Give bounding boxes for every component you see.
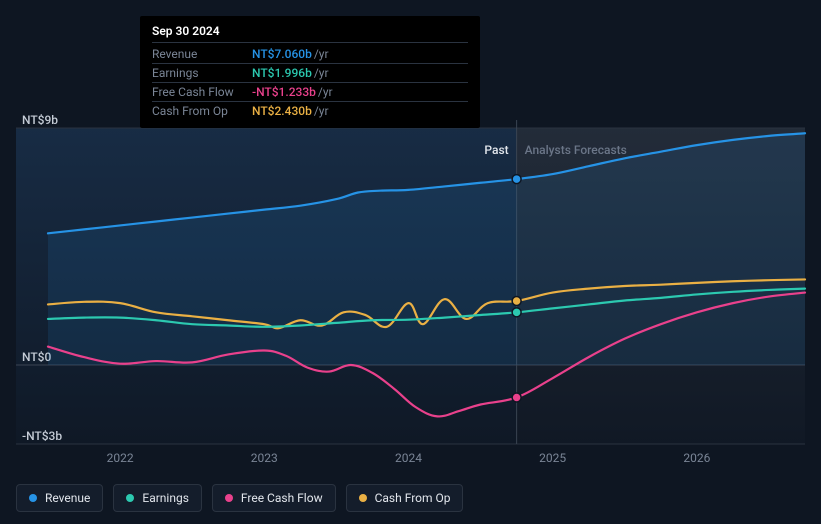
tooltip-label: Cash From Op	[152, 104, 252, 118]
tooltip-row-revenue: Revenue NT$7.060b /yr	[152, 45, 468, 64]
tooltip-label: Earnings	[152, 66, 252, 80]
tooltip-unit: /yr	[314, 47, 329, 61]
earnings-forecast-chart: { "tooltip": { "date": "Sep 30 2024", "r…	[0, 0, 821, 524]
legend-item-revenue[interactable]: Revenue	[16, 484, 103, 512]
tooltip-row-earnings: Earnings NT$1.996b /yr	[152, 64, 468, 83]
legend-swatch	[29, 494, 37, 502]
tooltip-unit: /yr	[318, 85, 333, 99]
svg-text:2022: 2022	[107, 451, 134, 465]
svg-text:2026: 2026	[683, 451, 710, 465]
svg-text:2025: 2025	[539, 451, 566, 465]
svg-text:Analysts Forecasts: Analysts Forecasts	[525, 143, 627, 157]
tooltip-value: NT$2.430b	[252, 104, 312, 118]
tooltip-value: NT$1.996b	[252, 66, 312, 80]
legend-label: Free Cash Flow	[241, 491, 323, 505]
tooltip-date: Sep 30 2024	[152, 24, 468, 43]
tooltip-unit: /yr	[314, 104, 329, 118]
tooltip-value: NT$7.060b	[252, 47, 312, 61]
svg-text:NT$9b: NT$9b	[22, 113, 58, 127]
svg-text:Past: Past	[484, 143, 508, 157]
svg-text:NT$0: NT$0	[22, 350, 51, 364]
legend-item-cash_from_op[interactable]: Cash From Op	[346, 484, 464, 512]
legend-item-earnings[interactable]: Earnings	[113, 484, 202, 512]
legend-label: Earnings	[142, 491, 189, 505]
legend-label: Revenue	[45, 491, 90, 505]
svg-text:-NT$3b: -NT$3b	[22, 429, 62, 443]
tooltip-row-cfo: Cash From Op NT$2.430b /yr	[152, 102, 468, 120]
legend-swatch	[359, 494, 367, 502]
chart-legend: Revenue Earnings Free Cash Flow Cash From O…	[16, 484, 463, 512]
tooltip-label: Free Cash Flow	[152, 85, 252, 99]
tooltip-value: -NT$1.233b	[252, 85, 316, 99]
tooltip-row-fcf: Free Cash Flow -NT$1.233b /yr	[152, 83, 468, 102]
legend-swatch	[225, 494, 233, 502]
legend-label: Cash From Op	[375, 491, 451, 505]
svg-text:2023: 2023	[251, 451, 278, 465]
svg-text:2024: 2024	[395, 451, 422, 465]
chart-tooltip: Sep 30 2024 Revenue NT$7.060b /yr Earnin…	[140, 16, 480, 128]
tooltip-unit: /yr	[314, 66, 329, 80]
legend-swatch	[126, 494, 134, 502]
legend-item-free_cash_flow[interactable]: Free Cash Flow	[212, 484, 336, 512]
tooltip-label: Revenue	[152, 47, 252, 61]
